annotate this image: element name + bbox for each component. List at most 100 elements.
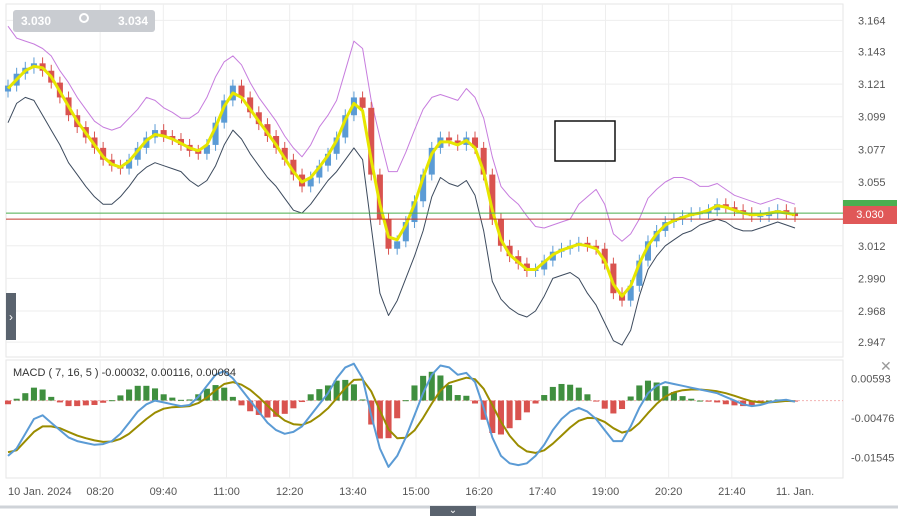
candle-body — [359, 97, 366, 108]
macd-histogram-bar — [489, 400, 496, 434]
macd-histogram-bar — [463, 395, 470, 401]
candle-body — [160, 130, 167, 137]
macd-histogram-bar — [134, 385, 141, 401]
candle-body — [636, 260, 643, 286]
candle-body — [402, 222, 409, 242]
close-icon[interactable]: ✕ — [880, 358, 892, 374]
macd-histogram-bar — [549, 386, 556, 401]
candle-body — [221, 100, 228, 123]
moving-average-line — [6, 64, 796, 298]
candle-body — [212, 122, 219, 145]
macd-histogram-bar — [350, 384, 357, 401]
macd-histogram-bar — [454, 395, 461, 401]
macd-histogram-bar — [126, 389, 133, 401]
macd-label: MACD ( 7, 16, 5 ) -0.00032, 0.00116, 0.0… — [13, 367, 236, 379]
macd-signal-line — [7, 376, 796, 454]
candle-body — [454, 140, 461, 145]
macd-histogram-bar — [446, 385, 453, 401]
macd-histogram-bar — [255, 400, 262, 415]
macd-histogram-bar — [497, 400, 504, 435]
chevron-down-icon[interactable]: ⌄ — [430, 506, 476, 516]
candle-body — [126, 159, 133, 169]
candle-body — [497, 219, 504, 246]
candle-body — [290, 159, 297, 175]
ask-price[interactable]: 3.034 — [118, 14, 149, 28]
macd-histogram-bar — [575, 387, 582, 401]
time-tick-label: 11:00 — [213, 486, 240, 498]
macd-histogram-bar — [601, 400, 608, 409]
candle-body — [584, 242, 591, 246]
time-tick-label: 08:20 — [86, 486, 114, 498]
macd-histogram-bar — [151, 388, 159, 401]
macd-histogram-bar — [65, 400, 72, 407]
macd-histogram-bar — [428, 371, 435, 401]
macd-histogram-bar — [714, 400, 721, 403]
macd-histogram-bar — [766, 400, 773, 402]
macd-histogram-bar — [610, 400, 617, 414]
macd-histogram-bar — [662, 386, 669, 401]
macd-histogram-bar — [160, 394, 167, 401]
macd-histogram-bar — [177, 399, 184, 401]
drawing-rectangle[interactable] — [554, 120, 616, 162]
candle-body — [394, 241, 401, 249]
macd-tick-label: 0.00593 — [851, 374, 891, 386]
macd-histogram-bar — [273, 400, 280, 417]
price-tick-label: 3.099 — [858, 112, 886, 124]
lower-band-line — [7, 96, 796, 346]
candle-body — [273, 136, 280, 148]
candle-body — [333, 137, 340, 154]
candle-body — [4, 85, 12, 92]
candle-body — [446, 137, 453, 141]
macd-tick-label: -0.01545 — [851, 453, 894, 465]
candle-body — [368, 107, 375, 175]
price-tick-label: 3.143 — [858, 46, 886, 58]
macd-histogram-bar — [567, 384, 574, 401]
candle-body — [324, 153, 332, 166]
macd-histogram-bar — [523, 400, 530, 413]
bid-ask-box[interactable]: 3.030 3.034 — [13, 10, 155, 32]
candle-body — [515, 256, 522, 264]
macd-histogram-bar — [670, 392, 677, 401]
time-tick-label: 20:20 — [655, 486, 683, 498]
macd-histogram-bar — [532, 400, 539, 404]
time-tick-label: 12:20 — [276, 486, 304, 498]
macd-histogram-bar — [238, 400, 245, 406]
macd-histogram-bar — [91, 400, 98, 405]
macd-histogram-bar — [281, 400, 288, 414]
macd-histogram-bar — [679, 396, 686, 401]
circle-icon[interactable] — [79, 13, 89, 23]
bid-price[interactable]: 3.030 — [21, 14, 52, 28]
candle-body — [420, 174, 427, 202]
macd-histogram-bar — [593, 400, 600, 402]
candle-body — [428, 147, 435, 175]
candle-body — [791, 213, 799, 217]
macd-histogram-bar — [541, 395, 548, 401]
macd-histogram-bar — [644, 380, 652, 401]
macd-histogram-bar — [584, 394, 591, 401]
time-tick-label: 09:40 — [150, 486, 178, 498]
candle-body — [411, 201, 418, 223]
price-tick-label: 2.947 — [858, 337, 886, 349]
time-tick-label: 10 Jan. 2024 — [8, 486, 72, 498]
candle-body — [195, 150, 202, 154]
macd-histogram-bar — [342, 379, 349, 401]
candle-body — [316, 165, 323, 178]
macd-histogram-bar — [506, 400, 513, 429]
chevron-right-icon[interactable]: › — [6, 293, 16, 340]
macd-histogram-bar — [212, 385, 219, 401]
macd-histogram-bar — [82, 400, 89, 406]
candle-body — [601, 248, 608, 264]
price-tick-label: 3.012 — [858, 241, 886, 253]
price-tick-label: 3.164 — [858, 15, 886, 27]
macd-histogram-bar — [143, 385, 150, 401]
candle-body — [281, 147, 288, 160]
candle-body — [238, 85, 245, 98]
macd-histogram-bar — [290, 400, 297, 409]
macd-histogram-bar — [229, 396, 236, 401]
candle-body — [203, 144, 210, 154]
macd-histogram-bar — [558, 383, 565, 401]
candle-body — [100, 147, 107, 160]
macd-histogram-bar — [117, 395, 124, 401]
